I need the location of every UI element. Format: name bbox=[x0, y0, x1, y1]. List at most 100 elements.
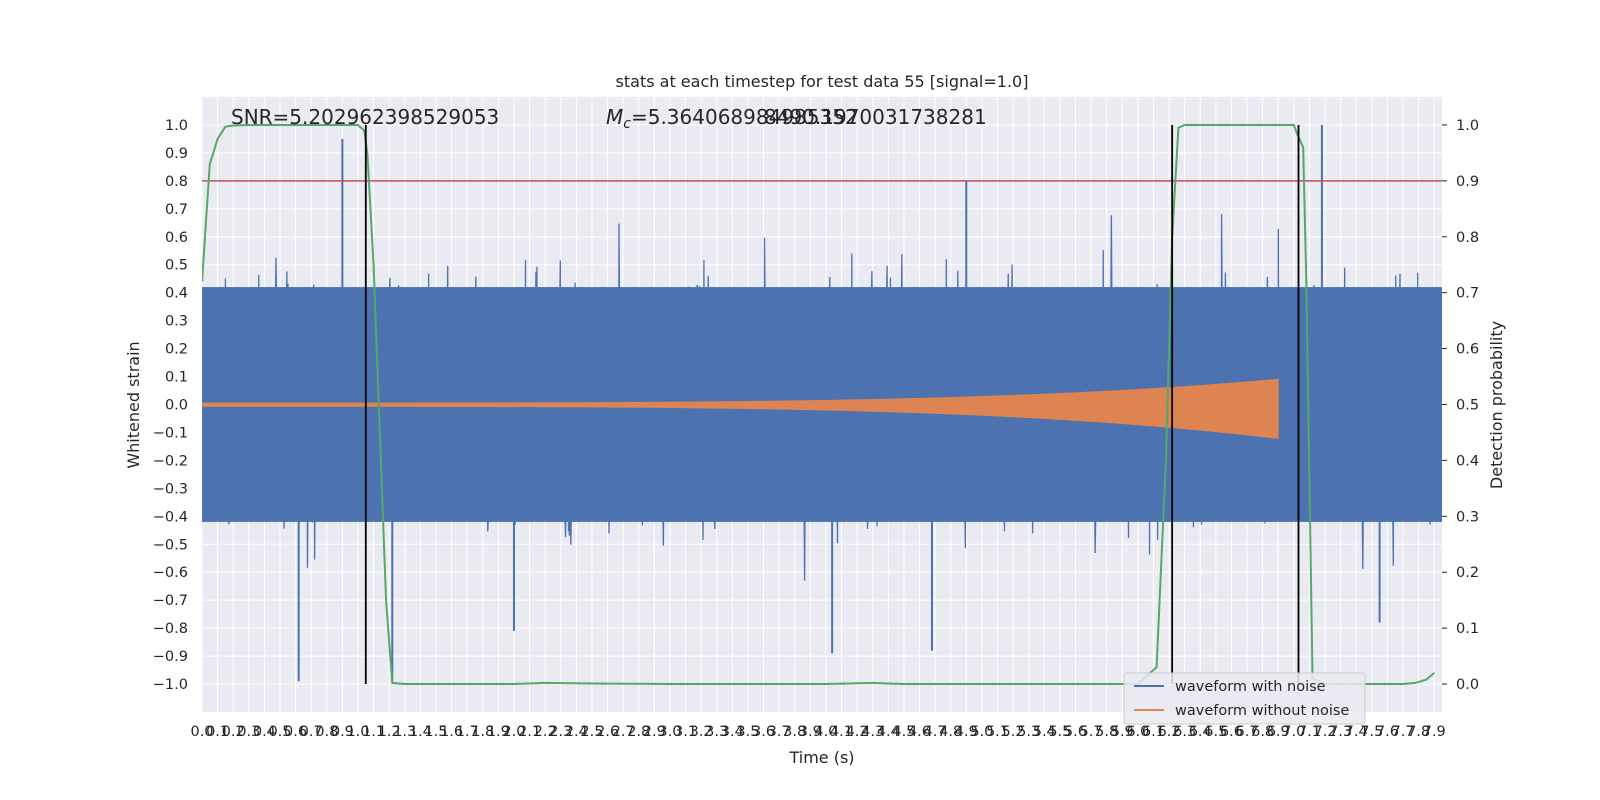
y-tick-label: −1.0 bbox=[153, 677, 188, 693]
x-tick-label: 6.5 bbox=[1204, 724, 1227, 740]
x-tick-label: 3.8 bbox=[783, 724, 806, 740]
x-tick-label: 2.5 bbox=[580, 724, 603, 740]
x-tick-label: 4.7 bbox=[924, 724, 947, 740]
probability-line bbox=[202, 123, 1435, 686]
x-tick-label: 3.0 bbox=[658, 724, 681, 740]
x-tick-label: 5.0 bbox=[970, 724, 993, 740]
y-tick-label: 0.2 bbox=[165, 342, 188, 358]
y-tick-label: −0.9 bbox=[153, 649, 188, 665]
y2-tick-label: 0.5 bbox=[1456, 398, 1479, 414]
x-tick-label: 5.5 bbox=[1048, 724, 1071, 740]
x-tick-label: 1.2 bbox=[378, 724, 401, 740]
y-tick-label: 0.3 bbox=[165, 314, 188, 330]
x-tick-label: 7.9 bbox=[1423, 724, 1446, 740]
x-tick-label: 2.7 bbox=[612, 724, 635, 740]
x-tick-label: 3.7 bbox=[768, 724, 791, 740]
x-tick-label: 6.3 bbox=[1173, 724, 1196, 740]
x-tick-label: 4.2 bbox=[846, 724, 869, 740]
x-tick-label: 0.0 bbox=[190, 724, 213, 740]
x-tick-label: 7.7 bbox=[1391, 724, 1414, 740]
x-tick-label: 3.3 bbox=[705, 724, 728, 740]
x-tick-label: 2.0 bbox=[502, 724, 525, 740]
x-tick-label: 7.4 bbox=[1345, 724, 1368, 740]
series-detection-probability bbox=[202, 123, 1435, 686]
x-tick-label: 0.9 bbox=[331, 724, 354, 740]
y-left-tick-labels: −1.0 −0.9 −0.8 −0.7 −0.6 −0.5 −0.4 −0.3 −0.2 −0.1… bbox=[153, 118, 188, 693]
y-tick-label: −0.8 bbox=[153, 621, 188, 637]
x-tick-label: 1.8 bbox=[471, 724, 494, 740]
y2-tick-label: 0.4 bbox=[1456, 453, 1479, 469]
x-tick-label: 5.4 bbox=[1033, 724, 1056, 740]
x-tick-label: 3.6 bbox=[752, 724, 775, 740]
x-tick-label: 4.4 bbox=[877, 724, 900, 740]
x-tick-label: 3.9 bbox=[799, 724, 822, 740]
x-tick-label: 1.9 bbox=[487, 724, 510, 740]
y2-tick-label: 0.7 bbox=[1456, 286, 1479, 302]
mc-annotation: Mc=5.364068984985352 bbox=[606, 105, 858, 132]
y-tick-label: −0.1 bbox=[153, 425, 188, 441]
y-tick-label: 0.6 bbox=[165, 230, 188, 246]
x-tick-label: 1.0 bbox=[346, 724, 369, 740]
y-tick-label: 0.0 bbox=[165, 398, 188, 414]
snr-annotation: SNR=5.202962398529053 bbox=[231, 105, 499, 129]
x-tick-label: 1.7 bbox=[456, 724, 479, 740]
x-tick-label: 2.8 bbox=[627, 724, 650, 740]
x-tick-label: 3.4 bbox=[721, 724, 744, 740]
x-tick-label: 5.3 bbox=[1017, 724, 1040, 740]
x-tick-label: 7.1 bbox=[1298, 724, 1321, 740]
y-tick-label: 0.4 bbox=[165, 286, 188, 302]
x-tick-label: 1.6 bbox=[440, 724, 463, 740]
x-axis-label: Time (s) bbox=[788, 748, 854, 767]
x-tick-label: 0.5 bbox=[268, 724, 291, 740]
x-tick-label: 4.5 bbox=[892, 724, 915, 740]
x-tick-labels: 0.00.10.20.30.40.50.60.70.80.91.01.11.21… bbox=[190, 724, 1445, 740]
y-right-tick-labels: 0.0 0.1 0.2 0.3 0.4 0.5 0.6 0.7 0.8 0.9 1.0 bbox=[1442, 118, 1479, 693]
x-tick-label: 6.9 bbox=[1267, 724, 1290, 740]
x-tick-label: 7.8 bbox=[1407, 724, 1430, 740]
y-tick-label: 0.8 bbox=[165, 174, 188, 190]
x-tick-label: 4.3 bbox=[861, 724, 884, 740]
y-tick-label: −0.2 bbox=[153, 453, 188, 469]
x-tick-label: 6.2 bbox=[1158, 724, 1181, 740]
x-tick-label: 6.4 bbox=[1189, 724, 1212, 740]
x-tick-label: 6.0 bbox=[1126, 724, 1149, 740]
y-tick-label: −0.5 bbox=[153, 537, 188, 553]
x-tick-label: 2.4 bbox=[565, 724, 588, 740]
x-tick-label: 7.5 bbox=[1360, 724, 1383, 740]
series-waveform-without-noise bbox=[202, 378, 1279, 440]
x-tick-label: 5.1 bbox=[986, 724, 1009, 740]
x-tick-label: 4.9 bbox=[955, 724, 978, 740]
x-tick-label: 2.2 bbox=[534, 724, 557, 740]
x-tick-label: 4.6 bbox=[908, 724, 931, 740]
y2-tick-label: 0.6 bbox=[1456, 342, 1479, 358]
y2-tick-label: 0.0 bbox=[1456, 677, 1479, 693]
x-tick-label: 2.9 bbox=[643, 724, 666, 740]
x-tick-label: 5.2 bbox=[1002, 724, 1025, 740]
x-tick-label: 6.1 bbox=[1142, 724, 1165, 740]
overlap-annotation: 8490.1970031738281 bbox=[764, 105, 987, 129]
x-tick-label: 0.7 bbox=[300, 724, 323, 740]
y2-tick-label: 1.0 bbox=[1456, 118, 1479, 134]
y-tick-label: −0.7 bbox=[153, 593, 188, 609]
y-tick-label: 0.1 bbox=[165, 370, 188, 386]
y-tick-label: −0.4 bbox=[153, 509, 188, 525]
x-tick-label: 3.5 bbox=[736, 724, 759, 740]
x-tick-label: 0.3 bbox=[237, 724, 260, 740]
y2-tick-label: 0.3 bbox=[1456, 509, 1479, 525]
y2-tick-label: 0.1 bbox=[1456, 621, 1479, 637]
x-tick-label: 7.2 bbox=[1313, 724, 1336, 740]
x-tick-label: 6.7 bbox=[1236, 724, 1259, 740]
x-tick-label: 1.5 bbox=[424, 724, 447, 740]
y-tick-label: 0.5 bbox=[165, 258, 188, 274]
x-tick-label: 5.9 bbox=[1111, 724, 1134, 740]
legend-label-clean: waveform without noise bbox=[1175, 703, 1349, 719]
x-tick-label: 0.4 bbox=[253, 724, 276, 740]
x-tick-label: 3.1 bbox=[674, 724, 697, 740]
chirp-envelope bbox=[202, 378, 1279, 440]
x-tick-label: 4.1 bbox=[830, 724, 853, 740]
y-tick-label: 0.7 bbox=[165, 202, 188, 218]
x-tick-label: 2.1 bbox=[518, 724, 541, 740]
x-tick-label: 1.3 bbox=[393, 724, 416, 740]
y-tick-label: −0.3 bbox=[153, 481, 188, 497]
